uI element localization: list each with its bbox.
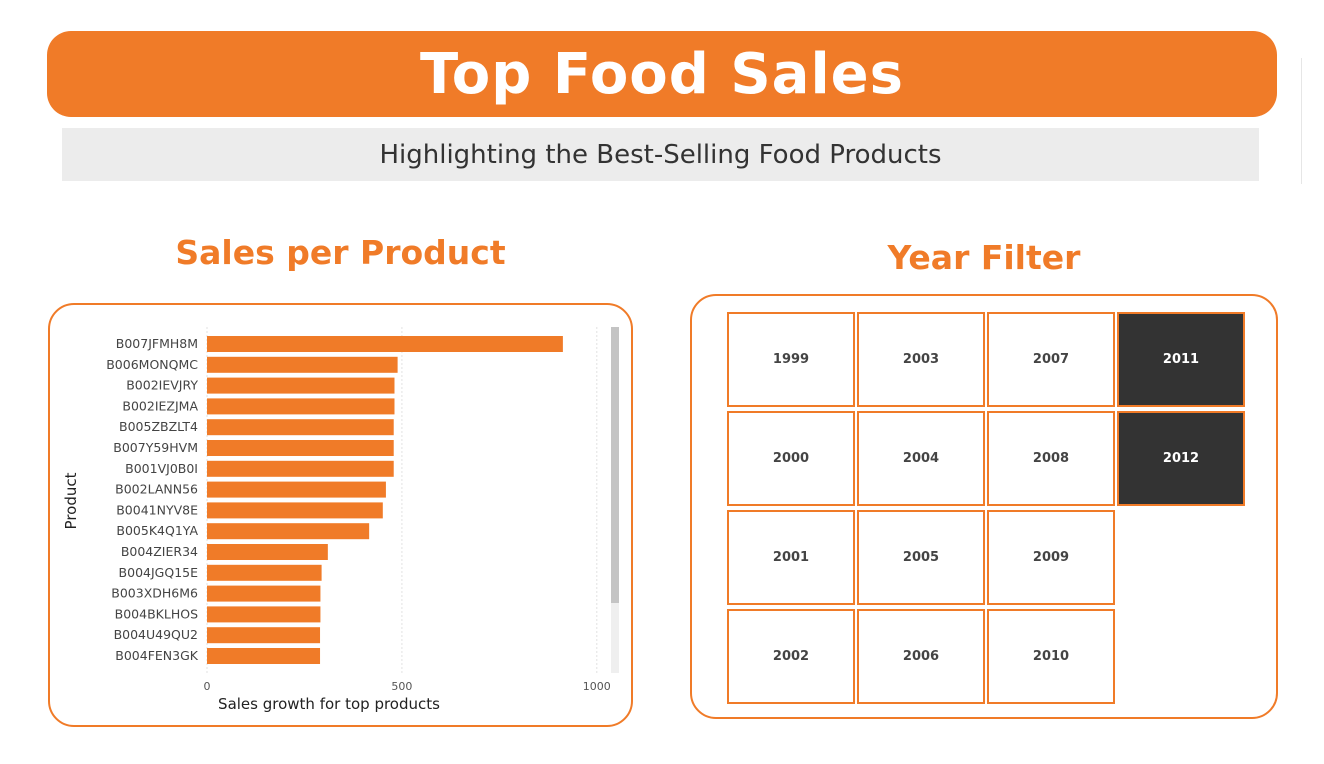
- category-label: B007JFMH8M: [116, 336, 198, 351]
- bar-B002IEZJMA: [207, 398, 395, 415]
- bar-B001VJ0B0I: [207, 460, 394, 477]
- year-option-2007[interactable]: 2007: [987, 312, 1115, 407]
- title-banner: Top Food Sales: [47, 31, 1277, 117]
- bar-B002IEVJRY: [207, 377, 395, 394]
- year-filter-panel: 1999 2000 2001 2002 2003 2004 2005 2006 2007 2008…: [690, 294, 1278, 719]
- bar-B005ZBZLT4: [207, 419, 394, 436]
- page-subtitle: Highlighting the Best-Selling Food Produ…: [379, 139, 942, 170]
- bar-B006MONQMC: [207, 356, 398, 373]
- year-option-2003[interactable]: 2003: [857, 312, 985, 407]
- year-option-2011[interactable]: 2011: [1117, 312, 1245, 407]
- category-label: B007Y59HVM: [113, 440, 198, 455]
- bar-chart: B007JFMH8M B006MONQMC B002IEVJRY B002IEZJMA…: [62, 327, 619, 713]
- category-label: B002IEZJMA: [122, 398, 198, 413]
- x-tick-label: 1000: [583, 680, 611, 693]
- category-label: B005K4Q1YA: [116, 523, 198, 538]
- bar-B004BKLHOS: [207, 606, 321, 623]
- category-label: B002LANN56: [115, 482, 198, 497]
- category-label: B005ZBZLT4: [119, 419, 198, 434]
- category-label: B006MONQMC: [106, 357, 198, 372]
- category-label: B004ZIER34: [121, 544, 198, 559]
- year-option-2005[interactable]: 2005: [857, 510, 985, 605]
- year-option-2002[interactable]: 2002: [727, 609, 855, 704]
- x-tick-label: 500: [391, 680, 412, 693]
- category-label: B004U49QU2: [114, 627, 198, 642]
- filter-section-title: Year Filter: [887, 238, 1081, 277]
- year-option-2010[interactable]: 2010: [987, 609, 1115, 704]
- y-axis-title: Product: [62, 472, 80, 529]
- category-label: B004JGQ15E: [119, 565, 199, 580]
- bar-B007Y59HVM: [207, 440, 394, 456]
- year-option-2000[interactable]: 2000: [727, 411, 855, 506]
- chart-panel: B007JFMH8M B006MONQMC B002IEVJRY B002IEZJMA…: [48, 303, 633, 727]
- x-axis-title: Sales growth for top products: [218, 695, 440, 713]
- year-option-2008[interactable]: 2008: [987, 411, 1115, 506]
- category-label: B002IEVJRY: [126, 378, 198, 393]
- bar-B003XDH6M6: [207, 585, 321, 602]
- bar-B004JGQ15E: [207, 564, 322, 581]
- year-option-2012[interactable]: 2012: [1117, 411, 1245, 506]
- bar-B005K4Q1YA: [207, 523, 370, 540]
- year-option-2009[interactable]: 2009: [987, 510, 1115, 605]
- year-option-2006[interactable]: 2006: [857, 609, 985, 704]
- year-option-2004[interactable]: 2004: [857, 411, 985, 506]
- subtitle-bar: Highlighting the Best-Selling Food Produ…: [62, 128, 1259, 181]
- bar-B002LANN56: [207, 481, 386, 498]
- year-option-1999[interactable]: 1999: [727, 312, 855, 407]
- chart-section-title: Sales per Product: [175, 233, 506, 272]
- edge-divider: [1301, 58, 1302, 184]
- category-label: B004BKLHOS: [115, 606, 198, 621]
- page-title: Top Food Sales: [420, 41, 904, 107]
- bar-B004U49QU2: [207, 627, 321, 644]
- category-label: B003XDH6M6: [111, 586, 198, 601]
- bar-B0041NYV8E: [207, 502, 383, 519]
- year-filter-grid: 1999 2000 2001 2002 2003 2004 2005 2006 2007 2008…: [692, 296, 1276, 717]
- bar-B004ZIER34: [207, 544, 328, 560]
- x-tick-label: 0: [204, 680, 211, 693]
- chart-scroll-thumb[interactable]: [611, 327, 619, 603]
- bar-B004FEN3GK: [207, 648, 321, 664]
- category-label: B004FEN3GK: [115, 648, 199, 663]
- category-label: B0041NYV8E: [116, 502, 198, 517]
- category-label: B001VJ0B0I: [125, 461, 198, 476]
- year-option-2001[interactable]: 2001: [727, 510, 855, 605]
- bar-B007JFMH8M: [207, 336, 563, 352]
